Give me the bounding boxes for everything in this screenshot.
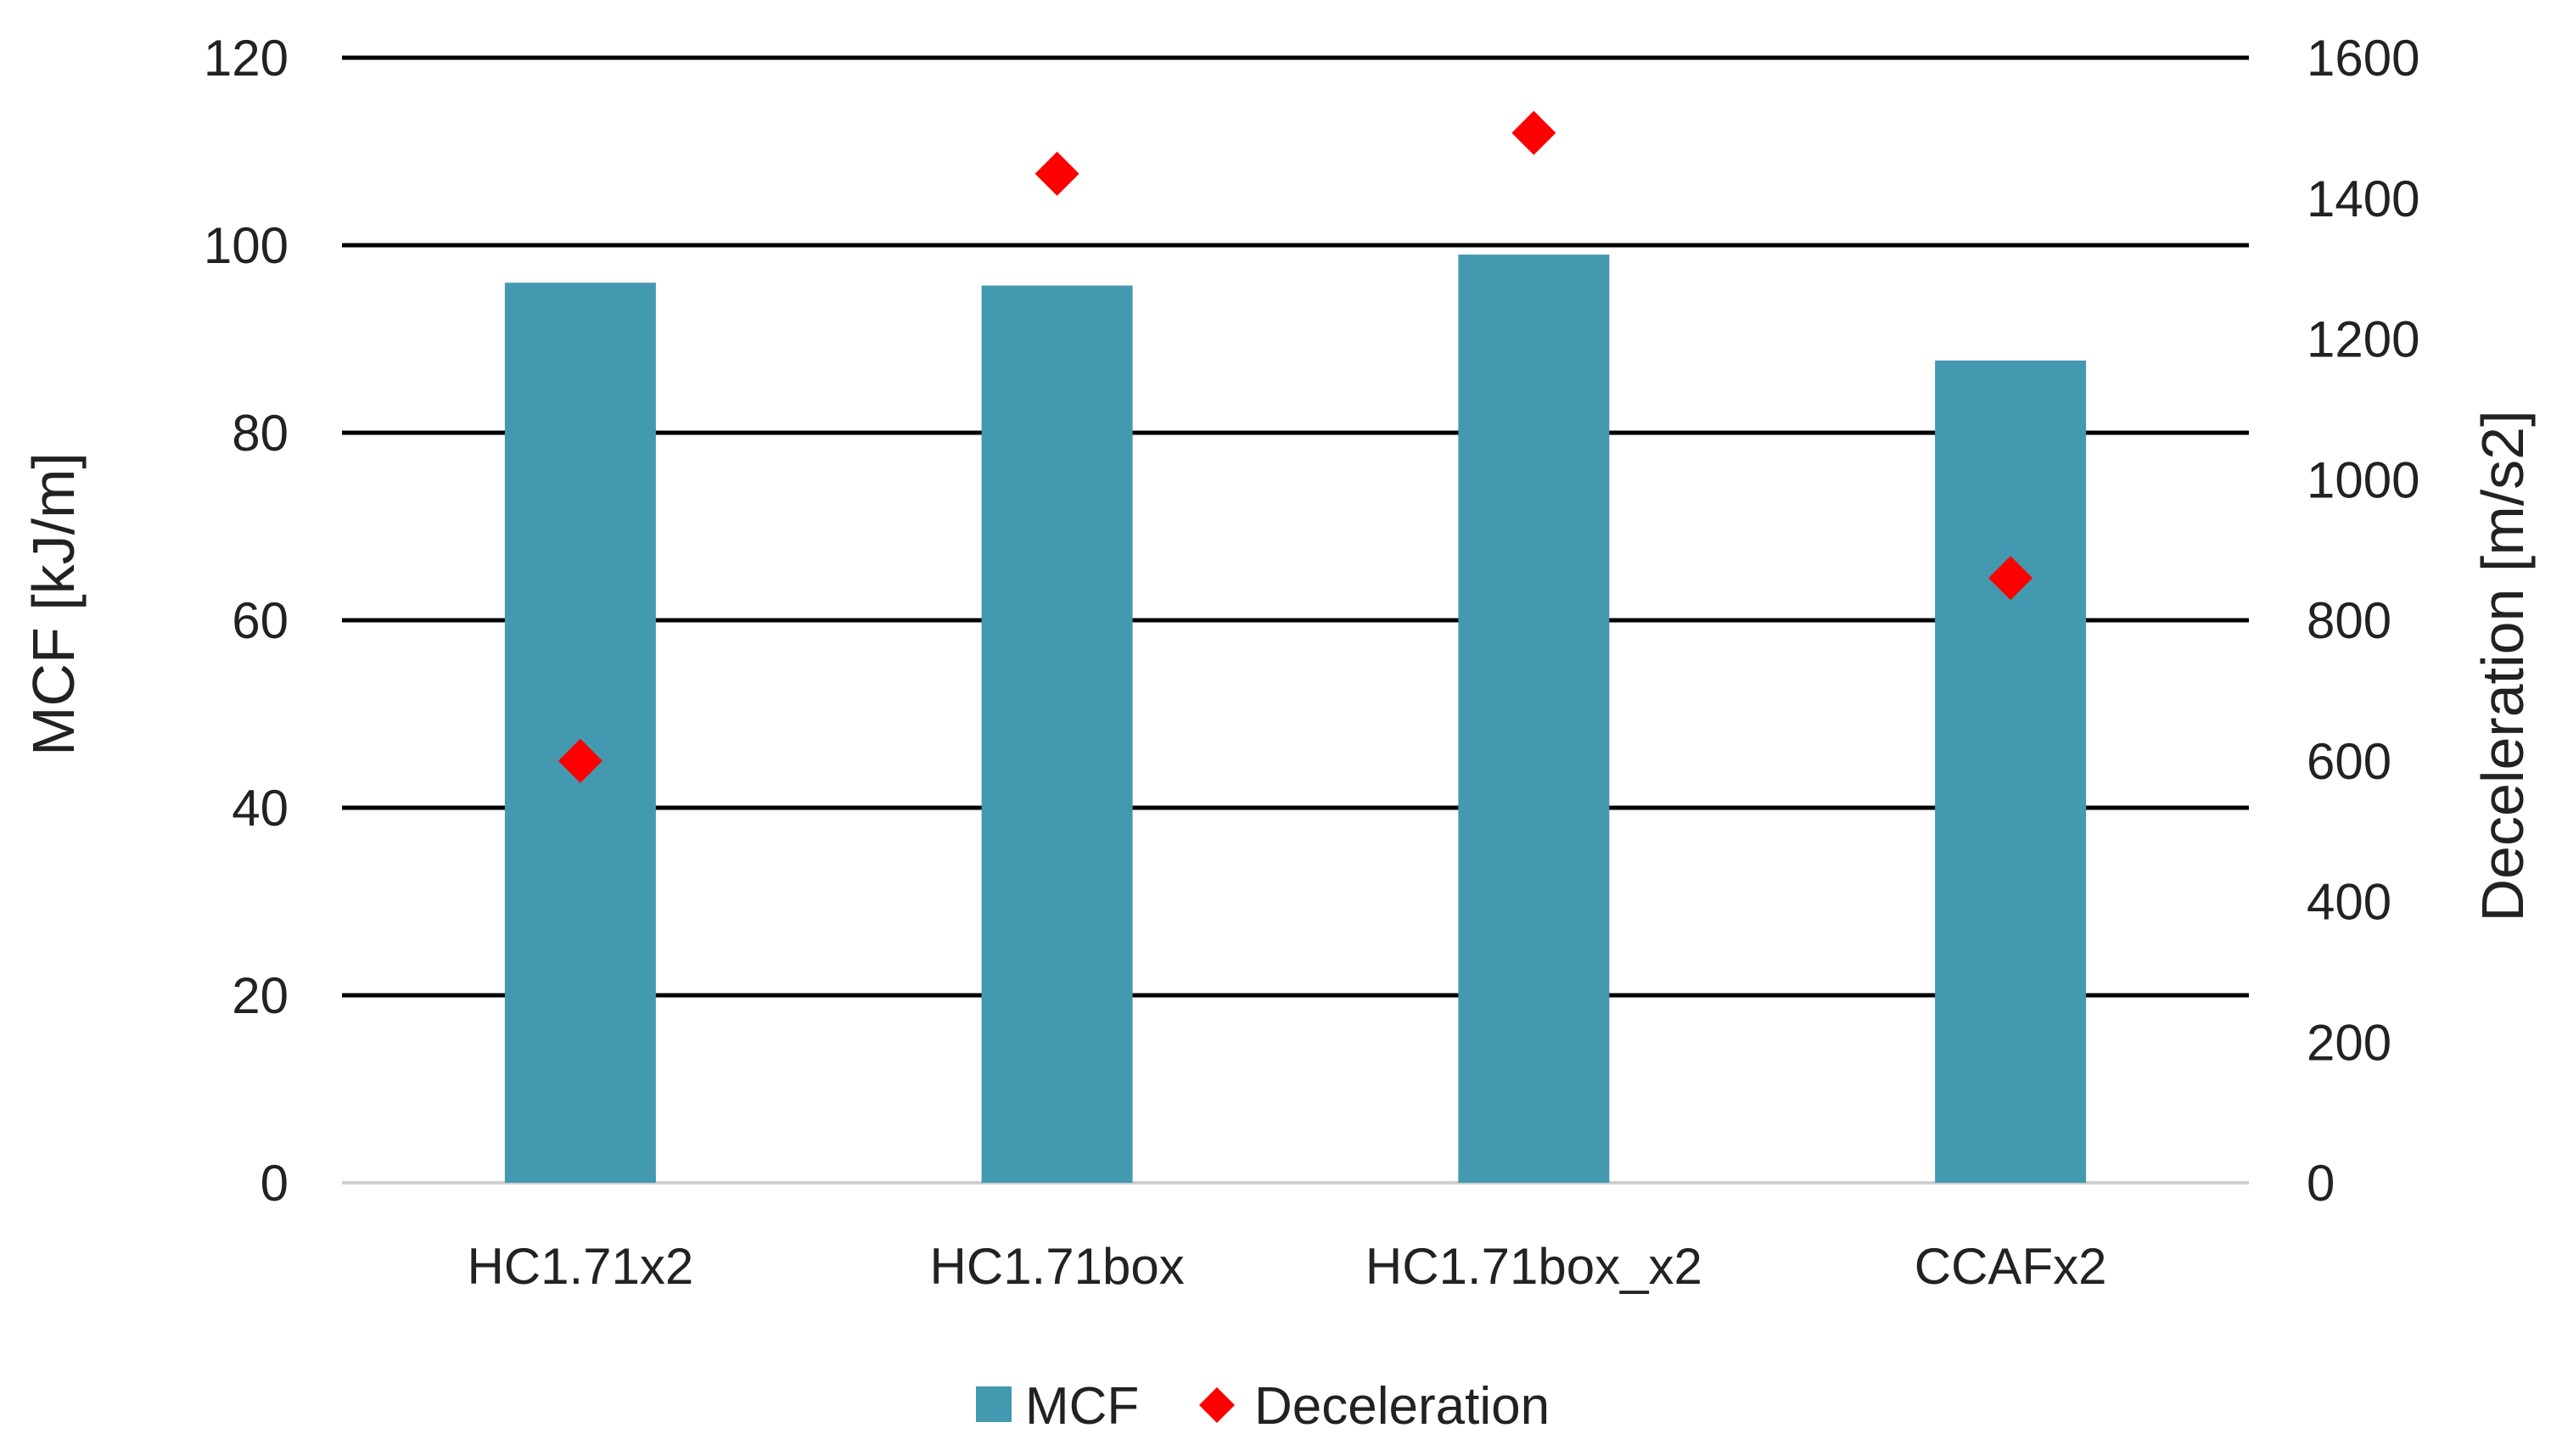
- left-tick-label: 20: [232, 967, 289, 1024]
- right-tick-label: 1400: [2307, 171, 2419, 227]
- gridlines: [342, 55, 2249, 1184]
- legend-swatch-mcf: [976, 1386, 1012, 1422]
- legend: MCF Deceleration: [976, 1377, 1550, 1436]
- left-axis-ticks: 0 20 40 60 80 100 120: [204, 30, 289, 1212]
- bar-mcf: [504, 283, 656, 1184]
- right-tick-label: 0: [2307, 1155, 2335, 1212]
- marker-deceleration: [1511, 110, 1556, 155]
- marker-deceleration: [1034, 151, 1079, 196]
- left-tick-label: 100: [204, 217, 289, 274]
- left-tick-label: 0: [261, 1155, 289, 1212]
- bar-mcf: [981, 285, 1133, 1183]
- marker-series-deceleration: [558, 110, 2033, 783]
- bar-mcf: [1458, 255, 1610, 1183]
- left-axis-title: MCF [kJ/m]: [20, 452, 87, 756]
- right-tick-label: 400: [2307, 874, 2391, 931]
- left-tick-label: 40: [232, 780, 289, 837]
- legend-label-mcf: MCF: [1025, 1377, 1139, 1436]
- category-labels: HC1.71x2 HC1.71box HC1.71box_x2 CCAFx2: [467, 1238, 2106, 1295]
- left-tick-label: 80: [232, 405, 289, 462]
- legend-label-deceleration: Deceleration: [1254, 1377, 1550, 1436]
- category-label: HC1.71x2: [467, 1238, 693, 1295]
- bar-mcf: [1935, 360, 2087, 1183]
- left-tick-label: 60: [232, 592, 289, 649]
- right-tick-label: 200: [2307, 1014, 2391, 1071]
- category-label: HC1.71box: [930, 1238, 1185, 1295]
- right-tick-label: 800: [2307, 592, 2391, 649]
- category-label: HC1.71box_x2: [1365, 1238, 1702, 1295]
- legend-swatch-deceleration: [1199, 1387, 1235, 1423]
- right-tick-label: 600: [2307, 733, 2391, 790]
- marker-deceleration: [1988, 556, 2033, 601]
- right-axis-title: Deceleration [m/s2]: [2470, 410, 2536, 921]
- right-tick-label: 1000: [2307, 451, 2419, 508]
- right-tick-label: 1200: [2307, 311, 2419, 368]
- category-label: CCAFx2: [1915, 1238, 2107, 1295]
- right-axis-ticks: 0 200 400 600 800 1000 1200 1400 1600: [2307, 30, 2419, 1212]
- right-tick-label: 1600: [2307, 30, 2419, 87]
- bar-series-mcf: [504, 255, 2087, 1184]
- marker-deceleration: [558, 738, 603, 783]
- left-tick-label: 120: [204, 30, 289, 87]
